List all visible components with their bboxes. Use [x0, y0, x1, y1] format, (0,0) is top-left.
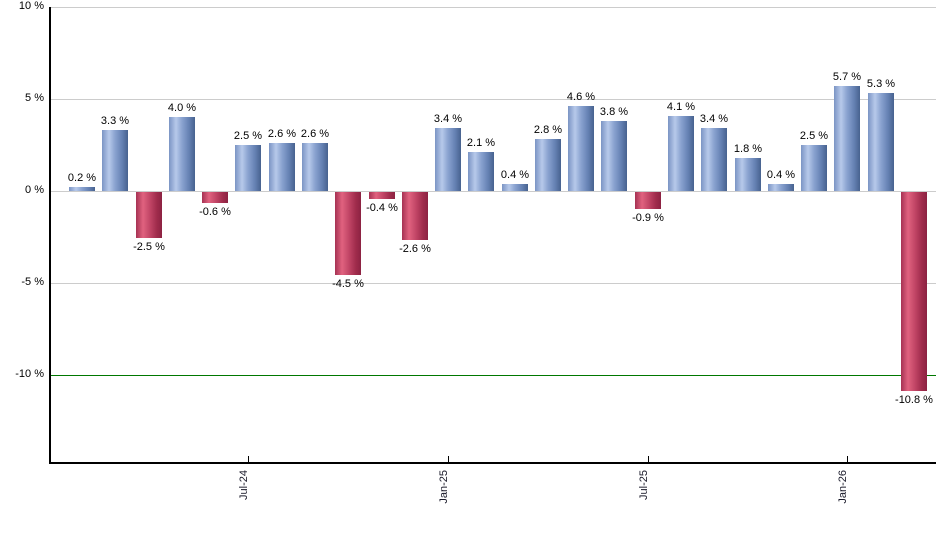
bar [635, 192, 661, 209]
bar-value-label: 3.8 % [599, 106, 629, 118]
bar-value-label: 4.6 % [566, 91, 596, 103]
x-tick [248, 456, 249, 462]
bar-value-label: 1.8 % [733, 143, 763, 155]
bar [701, 128, 727, 191]
bar [468, 152, 494, 191]
bar-value-label: 0.2 % [67, 172, 97, 184]
bar [668, 116, 694, 191]
x-tick-label: Jan-26 [837, 470, 849, 504]
reference-line [51, 375, 936, 376]
x-tick-label: Jul-25 [638, 470, 650, 500]
y-axis-label: 5 % [25, 92, 44, 104]
gridline [51, 283, 936, 284]
bar [136, 192, 162, 238]
bar [202, 192, 228, 203]
bar-value-label: 4.0 % [167, 102, 197, 114]
bar [69, 187, 95, 191]
bar-value-label: 2.8 % [533, 124, 563, 136]
bar [302, 143, 328, 191]
bar [402, 192, 428, 240]
bar [169, 117, 195, 191]
x-tick [847, 456, 848, 462]
x-tick [448, 456, 449, 462]
plot-area: 0.2 % 3.3 % -2.5 % 4.0 % -0.6 % 2.5 % 2.6 % 2.6… [49, 7, 936, 464]
bar-value-label: 2.6 % [267, 128, 297, 140]
bar-value-label: 3.4 % [433, 113, 463, 125]
bar-value-label: -0.4 % [366, 202, 398, 214]
bar-value-label: 2.5 % [233, 130, 263, 142]
bar-value-label: -4.5 % [332, 278, 364, 290]
bar-value-label: 2.5 % [799, 130, 829, 142]
bar [601, 121, 627, 191]
bar-value-label: 2.1 % [466, 137, 496, 149]
bar [435, 128, 461, 191]
bar-value-label: 5.3 % [866, 78, 896, 90]
bar-value-label: -2.6 % [399, 243, 431, 255]
bar-value-label: 2.6 % [300, 128, 330, 140]
bar [834, 86, 860, 191]
bar-value-label: -10.8 % [895, 394, 933, 406]
bar [901, 192, 927, 391]
gridline [51, 7, 936, 8]
y-axis-label: 10 % [18, 0, 44, 12]
y-axis-label: -10 % [15, 368, 44, 380]
bar [535, 139, 561, 191]
bar [369, 192, 395, 199]
bar [768, 184, 794, 191]
x-tick-label: Jul-24 [238, 470, 250, 500]
bar [735, 158, 761, 191]
bar-value-label: 4.1 % [666, 101, 696, 113]
bar-value-label: 0.4 % [500, 169, 530, 181]
bar [235, 145, 261, 191]
gridline [51, 191, 936, 192]
bar [568, 106, 594, 191]
bar-value-label: 3.4 % [699, 113, 729, 125]
bar [801, 145, 827, 191]
y-axis-label: 0 % [25, 184, 44, 196]
bar [269, 143, 295, 191]
bar-value-label: -0.6 % [199, 206, 231, 218]
bar-value-label: -0.9 % [632, 212, 664, 224]
bar [335, 192, 361, 275]
bar-value-label: -2.5 % [133, 241, 165, 253]
bar [502, 184, 528, 191]
x-tick-label: Jan-25 [438, 470, 450, 504]
bar-value-label: 0.4 % [766, 169, 796, 181]
bar [868, 93, 894, 191]
bar [102, 130, 128, 191]
y-axis-label: -5 % [21, 276, 44, 288]
bar-value-label: 5.7 % [832, 71, 862, 83]
gridline [51, 99, 936, 100]
bar-value-label: 3.3 % [100, 115, 130, 127]
x-tick [648, 456, 649, 462]
